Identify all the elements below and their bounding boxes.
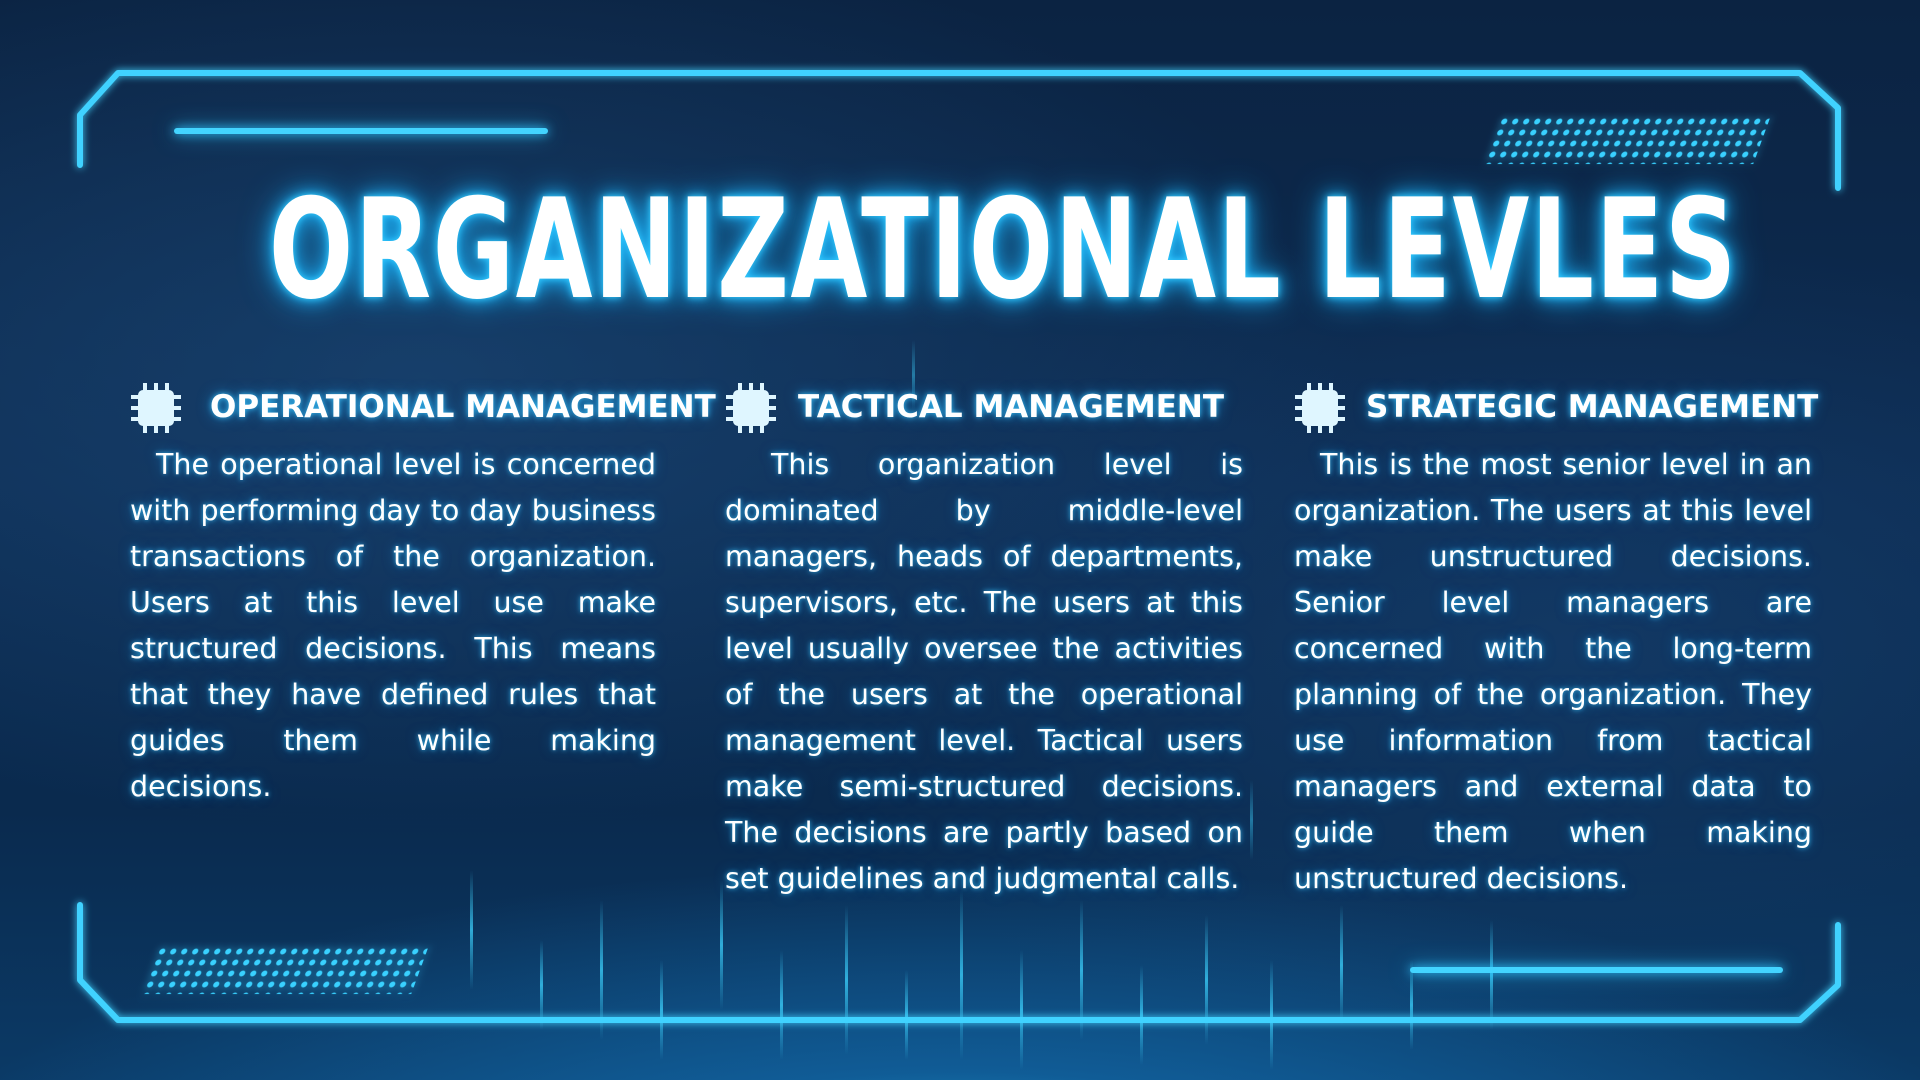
section-header: TACTICAL MANAGEMENT [725, 382, 1243, 433]
section-heading: STRATEGIC MANAGEMENT [1366, 389, 1819, 425]
section-body: This organization level is dominated by … [725, 448, 1243, 895]
bottom-left-dot-pattern [141, 946, 429, 994]
section-body: This is the most senior level in an orga… [1294, 448, 1812, 895]
chip-icon [1295, 383, 1345, 433]
section-strategic: STRATEGIC MANAGEMENT This is the most se… [1294, 382, 1818, 895]
section-body: The operational level is concerned with … [130, 448, 656, 803]
slide-title: ORGANIZATIONAL LEVLES [268, 169, 1738, 330]
section-header: STRATEGIC MANAGEMENT [1294, 382, 1818, 433]
bottom-right-accent-line [1410, 967, 1783, 973]
top-right-dot-pattern [1483, 116, 1771, 164]
top-left-accent-line [174, 128, 548, 134]
chip-icon [131, 383, 181, 433]
section-header: OPERATIONAL MANAGEMENT [130, 382, 716, 433]
section-operational: OPERATIONAL MANAGEMENT The operational l… [130, 382, 716, 803]
chip-icon [726, 383, 776, 433]
section-heading: OPERATIONAL MANAGEMENT [210, 389, 716, 425]
section-heading: TACTICAL MANAGEMENT [798, 389, 1224, 425]
section-tactical: TACTICAL MANAGEMENT This organization le… [725, 382, 1243, 895]
